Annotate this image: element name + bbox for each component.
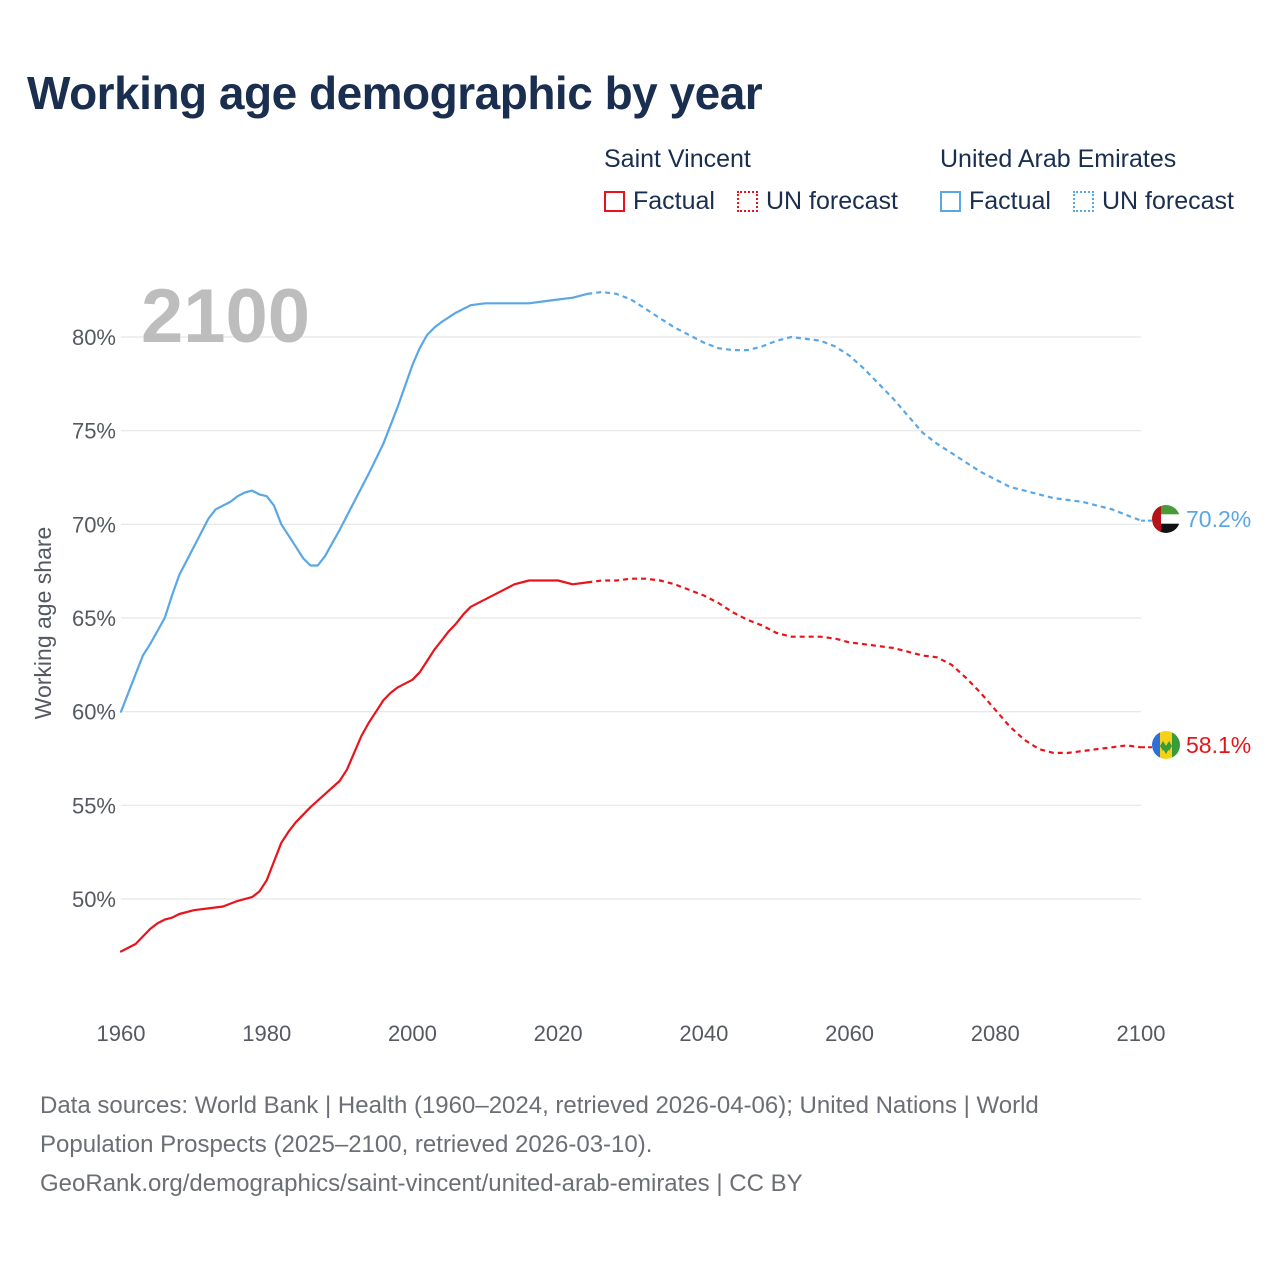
legend-swatch-red-solid [604,191,625,212]
y-tick-label: 50% [72,887,116,912]
legend-title-uae: United Arab Emirates [940,145,1177,173]
legend-item-uae-forecast[interactable]: UN forecast [1073,187,1234,216]
legend-label: Factual [633,187,715,215]
united-arab-emirates-factual-line [119,292,589,713]
chart-title: Working age demographic by year [27,67,763,119]
x-tick-label: 2020 [534,1021,583,1046]
saint-vincent-forecast-line [587,577,1142,754]
uae-end-value-label: 70.2% [1186,506,1251,532]
x-tick-label: 1960 [97,1021,146,1046]
legend-label: UN forecast [1102,187,1234,215]
footer-line-3[interactable]: GeoRank.org/demographics/saint-vincent/u… [40,1170,803,1197]
legend-item-saint-vincent-factual[interactable]: Factual [604,187,715,216]
line-chart: 50% 55% 60% 65% 70% 75% 80% 1960 1980 2000 2020 20… [30,274,1251,1046]
saint-vincent-end-value-label: 58.1% [1186,732,1251,758]
x-tick-label: 2000 [388,1021,437,1046]
y-tick-label: 65% [72,606,116,631]
y-tick-label: 70% [72,512,116,537]
legend-item-saint-vincent-forecast[interactable]: UN forecast [737,187,898,216]
united-arab-emirates-forecast-line [587,290,1142,522]
y-axis-label: Working age share [30,527,56,720]
legend-label: Factual [969,187,1051,215]
y-tick-label: 75% [72,419,116,444]
legend-swatch-red-dotted [737,191,758,212]
x-tick-label: 2100 [1117,1021,1166,1046]
uae-flag-icon [1152,505,1180,533]
saint-vincent-factual-line [119,579,589,953]
footer-line-1: Data sources: World Bank | Health (1960–… [40,1092,1039,1119]
x-tick-label: 1980 [242,1021,291,1046]
footer-line-2: Population Prospects (2025–2100, retriev… [40,1131,653,1158]
y-tick-label: 55% [72,793,116,818]
footer-sources: Data sources: World Bank | Health (1960–… [40,1086,1240,1203]
x-tick-label: 2060 [825,1021,874,1046]
legend-swatch-blue-dotted [1073,191,1094,212]
legend-title-saint-vincent: Saint Vincent [604,145,751,173]
year-watermark: 2100 [141,274,310,359]
x-tick-label: 2080 [971,1021,1020,1046]
legend-swatch-blue-solid [940,191,961,212]
y-tick-label: 80% [72,325,116,350]
legend-label: UN forecast [766,187,898,215]
legend-item-uae-factual[interactable]: Factual [940,187,1051,216]
y-tick-label: 60% [72,700,116,725]
x-tick-label: 2040 [679,1021,728,1046]
saint-vincent-flag-icon [1152,731,1180,759]
